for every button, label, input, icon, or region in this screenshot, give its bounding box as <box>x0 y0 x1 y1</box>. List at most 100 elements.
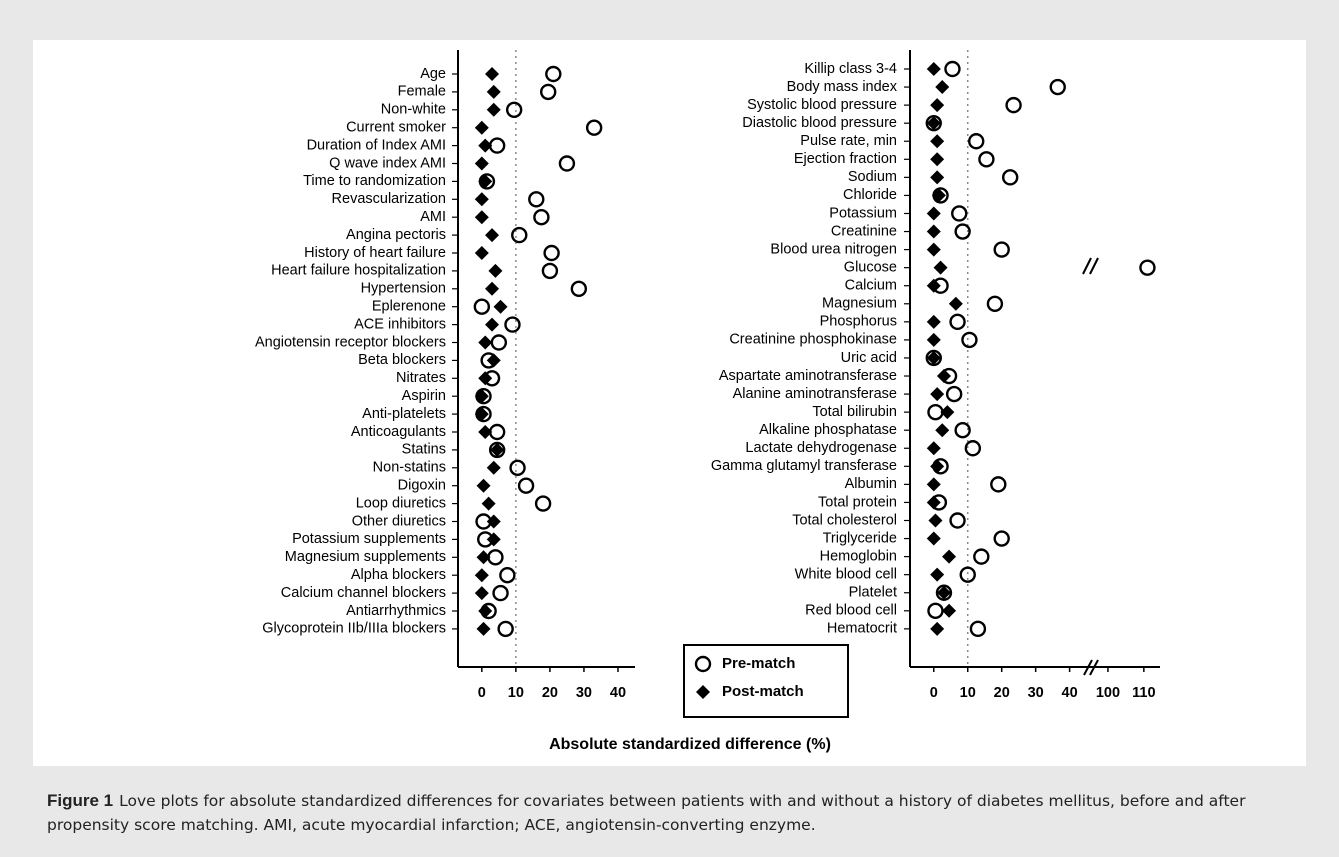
pre-match-point <box>1049 78 1066 96</box>
post-match-point <box>930 567 945 582</box>
post-match-point <box>928 513 943 528</box>
post-match-point <box>926 206 941 221</box>
x-tick-label: 20 <box>542 685 558 701</box>
category-label: Aspirin <box>402 388 446 404</box>
post-match-point <box>474 192 489 207</box>
pre-match-point <box>954 223 971 240</box>
post-match-point <box>931 188 946 203</box>
category-label: Lactate dehydrogenase <box>745 440 897 456</box>
category-label: Alkaline phosphatase <box>759 422 897 438</box>
post-match-point <box>930 98 945 113</box>
post-match-point <box>926 62 941 76</box>
category-label: Creatinine <box>831 223 897 239</box>
post-match-point <box>474 407 489 422</box>
category-label: Systolic blood pressure <box>747 97 897 113</box>
pre-match-point <box>1139 259 1156 276</box>
post-match-point <box>930 459 945 474</box>
post-match-point <box>930 134 945 149</box>
post-match-point <box>478 371 493 386</box>
x-tick-label: 0 <box>930 685 938 701</box>
x-tick-label: 110 <box>1132 685 1155 701</box>
legend-label: Pre-match <box>722 655 795 672</box>
post-match-point <box>485 67 500 81</box>
pre-match-point <box>505 101 523 119</box>
category-label: Anti-platelets <box>362 406 446 422</box>
post-match-point <box>481 496 496 511</box>
pre-match-point <box>541 262 559 280</box>
post-match-point <box>926 477 941 492</box>
pre-match-point <box>509 459 526 476</box>
pre-match-point <box>570 280 588 297</box>
post-match-point <box>935 80 950 95</box>
category-label: Magnesium supplements <box>285 549 446 565</box>
pre-match-point <box>993 530 1010 547</box>
post-match-point <box>486 102 501 117</box>
post-match-point <box>942 549 957 564</box>
category-label: Phosphorus <box>820 314 897 330</box>
category-label: Killip class 3-4 <box>804 61 897 77</box>
category-label: Anticoagulants <box>351 424 446 440</box>
pre-match-point <box>545 65 562 83</box>
post-match-point <box>478 604 493 618</box>
pre-match-point <box>499 567 516 584</box>
x-tick-label: 0 <box>478 685 486 701</box>
post-match-point <box>926 332 941 347</box>
post-match-point <box>930 152 945 167</box>
category-label: Digoxin <box>398 478 446 494</box>
post-match-point <box>935 423 950 438</box>
post-match-point <box>486 514 501 529</box>
legend-label: Post-match <box>722 683 804 700</box>
post-match-point <box>478 335 493 350</box>
category-label: Magnesium <box>822 296 897 312</box>
post-match-point <box>926 441 941 456</box>
category-label: Duration of Index AMI <box>307 137 446 153</box>
post-match-point <box>485 228 500 243</box>
category-label: Glycoprotein IIb/IIIa blockers <box>262 621 446 637</box>
post-match-point <box>474 246 489 260</box>
pre-match-point <box>1005 96 1022 114</box>
category-label: Angiotensin receptor blockers <box>255 334 446 350</box>
legend-marker <box>696 685 710 699</box>
legend-box <box>683 644 849 718</box>
category-label: Diastolic blood pressure <box>742 115 897 131</box>
category-label: Antiarrhythmics <box>346 603 446 619</box>
pre-match-point <box>492 584 509 602</box>
category-label: Chloride <box>843 187 897 203</box>
pre-match-point <box>511 226 528 244</box>
post-match-point <box>486 353 501 368</box>
pre-match-point <box>534 495 552 512</box>
category-label: Sodium <box>848 169 897 185</box>
category-label: Albumin <box>845 476 897 492</box>
category-label: Blood urea nitrogen <box>770 241 897 257</box>
category-label: Non-statins <box>373 460 446 476</box>
category-label: Eplerenone <box>372 299 446 315</box>
pre-match-point <box>497 620 514 638</box>
x-axis-label: Absolute standardized difference (%) <box>549 736 831 753</box>
x-tick-label: 30 <box>1028 685 1044 701</box>
category-label: Female <box>398 84 446 100</box>
category-label: Other diuretics <box>352 513 446 529</box>
post-match-point <box>486 460 501 475</box>
category-label: AMI <box>420 209 446 225</box>
pre-match-point <box>543 244 560 262</box>
post-match-point <box>488 263 503 278</box>
figure: Absolute standardized difference (%) 0 10… <box>33 40 1306 766</box>
post-match-point <box>926 242 941 257</box>
post-match-point <box>490 442 505 457</box>
post-match-point <box>474 389 489 404</box>
category-label: Red blood cell <box>805 603 897 619</box>
post-match-point <box>485 317 500 332</box>
pre-match-point <box>945 385 963 403</box>
category-label: Loop diuretics <box>356 495 446 511</box>
category-label: White blood cell <box>795 567 897 583</box>
category-label: Hemoglobin <box>820 548 897 564</box>
category-label: Total protein <box>818 494 897 510</box>
post-match-point <box>930 621 945 636</box>
post-match-point <box>493 299 508 314</box>
pre-match-point <box>969 620 987 638</box>
category-label: Hypertension <box>361 281 446 297</box>
pre-match-point <box>585 119 603 136</box>
category-label: Body mass index <box>787 79 898 95</box>
post-match-point <box>948 296 963 311</box>
